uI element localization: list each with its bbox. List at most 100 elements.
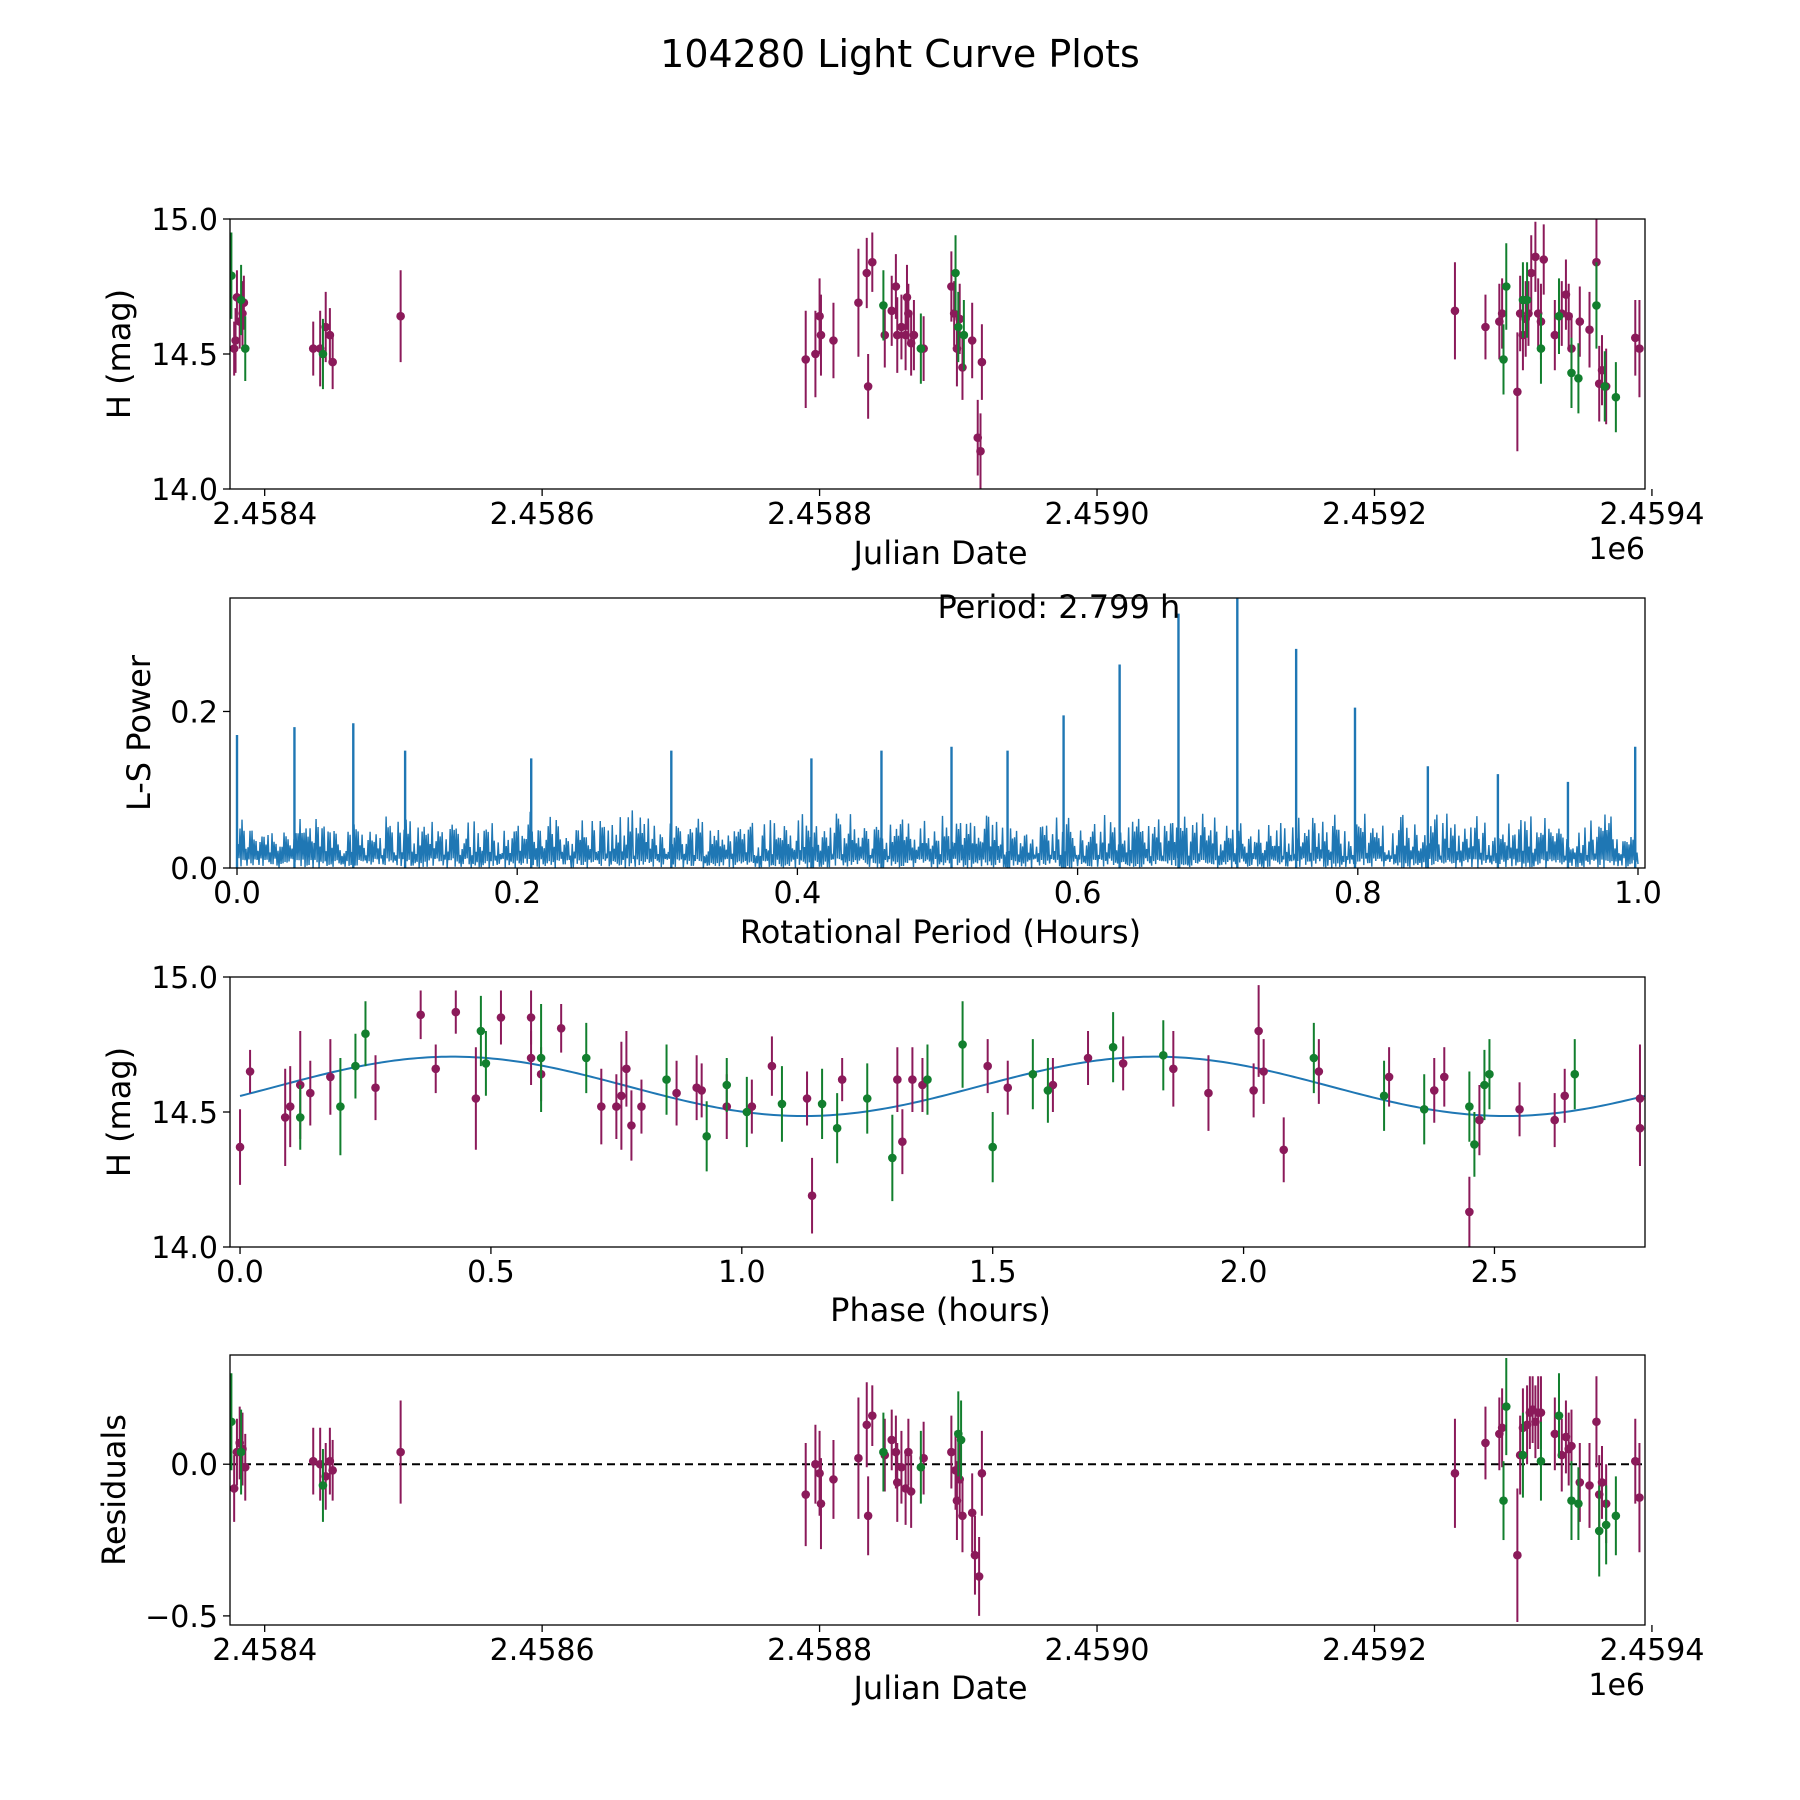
data-point [396,1447,405,1457]
series-filter-1 [230,219,1644,489]
data-point [909,330,919,340]
data-point [817,1099,827,1109]
data-point [893,1075,902,1084]
axes-frame [229,218,1646,490]
y-tick-label: 14.5 [151,1096,218,1131]
y-tick-label: 0.2 [170,695,218,730]
x-tick-label: 0.4 [774,876,822,911]
data-point [1536,344,1546,353]
data-point [956,1435,966,1445]
data-point [231,336,240,345]
x-tick-label: 0.6 [1054,876,1102,911]
data-point [1592,301,1601,310]
data-point [1470,1140,1479,1149]
data-point [581,1053,591,1063]
data-point [230,344,239,353]
data-point [801,1490,811,1499]
x-offset-label: 1e6 [1588,1668,1645,1703]
data-point [916,1462,926,1472]
data-point [908,1075,917,1084]
data-point [702,1132,711,1141]
data-point [947,1447,956,1457]
data-point [230,1484,239,1493]
data-point [336,1102,345,1111]
data-point [328,1465,337,1475]
x-tick-label: 0.8 [1334,876,1382,911]
data-point [1611,392,1621,402]
data-point [887,1435,897,1445]
data-point [627,1121,636,1130]
data-point [854,1453,863,1463]
data-point [1003,1083,1013,1092]
data-point [816,330,826,340]
data-point [891,1447,901,1457]
data-point [1429,1086,1439,1095]
data-point [974,1572,984,1581]
data-point [807,1191,817,1200]
data-point [958,363,967,372]
x-tick-label: 2.4594 [1599,1633,1704,1668]
data-point [815,1469,824,1478]
data-point [867,257,877,267]
data-point [1575,317,1585,326]
data-point [451,1007,461,1017]
x-tick-label: 2.4588 [767,1633,872,1668]
data-point [672,1088,681,1098]
data-point [918,1080,927,1090]
data-point [1550,1115,1559,1125]
data-point [832,1123,842,1133]
data-point [1480,1080,1489,1090]
data-point [977,357,987,367]
data-point [280,1113,290,1122]
x-tick-label: 2.5 [1471,1255,1519,1290]
data-point [305,1088,315,1098]
data-point [1204,1088,1213,1098]
data-point [880,330,890,340]
data-point [1630,333,1640,343]
data-point [1043,1086,1053,1095]
data-point [1635,1493,1644,1502]
data-point [1259,1067,1268,1076]
data-point [1600,382,1610,391]
data-point [1158,1051,1168,1060]
y-tick-label: −0.5 [145,1600,218,1635]
data-point [1567,1441,1576,1451]
data-point [1567,368,1576,378]
x-tick-label: 2.4586 [490,497,595,532]
y-axis-label: L-S Power [120,654,158,811]
data-point [1635,1123,1645,1133]
x-tick-label: 2.4594 [1599,497,1704,532]
data-point [1518,1450,1528,1460]
data-point [318,349,328,359]
data-point [811,1459,820,1469]
data-point [1384,1072,1394,1082]
data-point [983,1061,992,1071]
data-point [958,1040,967,1049]
data-point [1169,1064,1178,1074]
data-point [308,1456,318,1466]
data-point [1249,1086,1258,1095]
data-point [285,1102,295,1111]
data-point [1118,1059,1128,1068]
x-axis-label: Phase (hours) [830,1291,1051,1329]
data-point [526,1053,536,1063]
x-tick-label: 2.4588 [767,497,872,532]
data-point [898,1137,907,1146]
x-tick-label: 2.4584 [212,1633,317,1668]
data-point [767,1061,777,1071]
data-point [471,1094,481,1103]
data-point [235,1142,245,1152]
data-layer [230,1358,1645,1622]
data-point [526,1013,536,1022]
data-point [697,1086,706,1095]
data-point [879,301,888,310]
data-point [1522,295,1532,305]
data-point [1279,1145,1289,1155]
data-point [891,282,901,291]
data-point [1497,1423,1507,1433]
data-point [815,311,824,321]
data-point [959,330,969,340]
data-point [951,268,960,278]
y-tick-label: 14.5 [151,338,218,373]
